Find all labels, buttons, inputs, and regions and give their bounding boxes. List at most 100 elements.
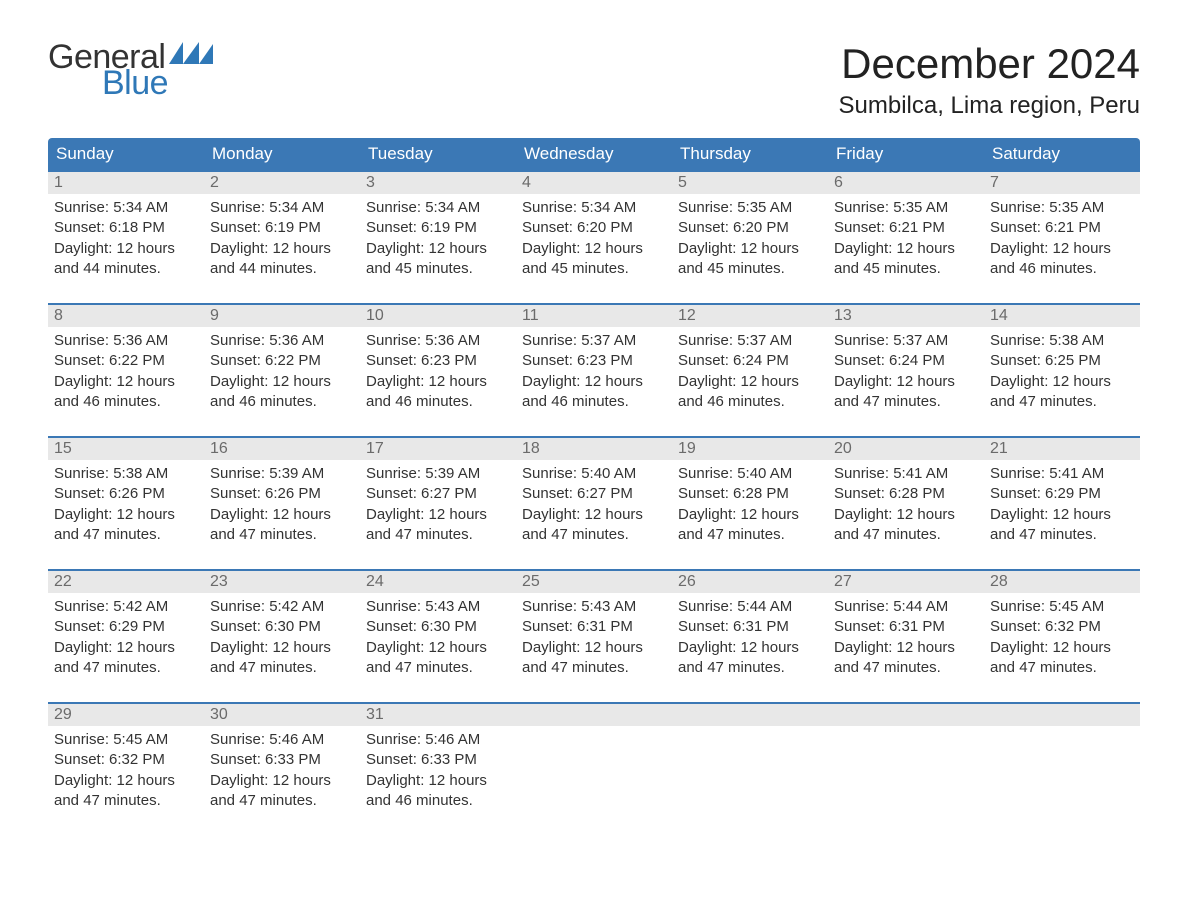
day-body: Sunrise: 5:35 AMSunset: 6:21 PMDaylight:… <box>828 194 984 303</box>
logo: General Blue <box>48 40 213 100</box>
day-number: 7 <box>984 172 1140 194</box>
logo-flag-icon <box>169 42 213 68</box>
daylight-line1: Daylight: 12 hours <box>210 239 354 259</box>
daylight-line2: and 47 minutes. <box>522 658 666 678</box>
calendar-day-cell: 28Sunrise: 5:45 AMSunset: 6:32 PMDayligh… <box>984 570 1140 703</box>
sunrise-text: Sunrise: 5:45 AM <box>990 597 1134 617</box>
sunset-text: Sunset: 6:30 PM <box>210 617 354 637</box>
location-text: Sumbilca, Lima region, Peru <box>839 92 1140 120</box>
month-title: December 2024 <box>839 40 1140 88</box>
daylight-line1: Daylight: 12 hours <box>54 239 198 259</box>
day-body-empty <box>984 726 1140 806</box>
weekday-header: Friday <box>828 138 984 171</box>
calendar-day-cell <box>828 703 984 835</box>
day-number: 28 <box>984 571 1140 593</box>
day-body: Sunrise: 5:40 AMSunset: 6:28 PMDaylight:… <box>672 460 828 569</box>
day-body: Sunrise: 5:45 AMSunset: 6:32 PMDaylight:… <box>984 593 1140 702</box>
calendar-week-row: 29Sunrise: 5:45 AMSunset: 6:32 PMDayligh… <box>48 703 1140 835</box>
sunrise-text: Sunrise: 5:34 AM <box>522 198 666 218</box>
weekday-header: Monday <box>204 138 360 171</box>
daylight-line2: and 46 minutes. <box>678 392 822 412</box>
calendar-day-cell: 12Sunrise: 5:37 AMSunset: 6:24 PMDayligh… <box>672 304 828 437</box>
day-number: 13 <box>828 305 984 327</box>
day-number: 3 <box>360 172 516 194</box>
sunrise-text: Sunrise: 5:40 AM <box>522 464 666 484</box>
calendar-week-row: 22Sunrise: 5:42 AMSunset: 6:29 PMDayligh… <box>48 570 1140 703</box>
day-number: 21 <box>984 438 1140 460</box>
weekday-header: Sunday <box>48 138 204 171</box>
day-number: 6 <box>828 172 984 194</box>
daylight-line2: and 44 minutes. <box>54 259 198 279</box>
day-body: Sunrise: 5:41 AMSunset: 6:29 PMDaylight:… <box>984 460 1140 569</box>
calendar-day-cell: 16Sunrise: 5:39 AMSunset: 6:26 PMDayligh… <box>204 437 360 570</box>
daylight-line1: Daylight: 12 hours <box>366 505 510 525</box>
day-body: Sunrise: 5:44 AMSunset: 6:31 PMDaylight:… <box>828 593 984 702</box>
sunset-text: Sunset: 6:32 PM <box>54 750 198 770</box>
sunset-text: Sunset: 6:22 PM <box>210 351 354 371</box>
day-body: Sunrise: 5:37 AMSunset: 6:24 PMDaylight:… <box>672 327 828 436</box>
daylight-line2: and 46 minutes. <box>366 791 510 811</box>
daylight-line2: and 47 minutes. <box>678 658 822 678</box>
daylight-line1: Daylight: 12 hours <box>522 505 666 525</box>
day-body: Sunrise: 5:39 AMSunset: 6:26 PMDaylight:… <box>204 460 360 569</box>
calendar-day-cell: 8Sunrise: 5:36 AMSunset: 6:22 PMDaylight… <box>48 304 204 437</box>
day-number-empty <box>672 704 828 726</box>
daylight-line1: Daylight: 12 hours <box>522 239 666 259</box>
day-body: Sunrise: 5:36 AMSunset: 6:23 PMDaylight:… <box>360 327 516 436</box>
daylight-line1: Daylight: 12 hours <box>990 372 1134 392</box>
day-body: Sunrise: 5:34 AMSunset: 6:18 PMDaylight:… <box>48 194 204 303</box>
day-body: Sunrise: 5:46 AMSunset: 6:33 PMDaylight:… <box>204 726 360 835</box>
logo-blue-text: Blue <box>102 66 213 100</box>
sunset-text: Sunset: 6:21 PM <box>834 218 978 238</box>
day-number: 17 <box>360 438 516 460</box>
daylight-line1: Daylight: 12 hours <box>834 638 978 658</box>
sunrise-text: Sunrise: 5:37 AM <box>834 331 978 351</box>
sunset-text: Sunset: 6:19 PM <box>366 218 510 238</box>
day-number: 26 <box>672 571 828 593</box>
day-number-empty <box>516 704 672 726</box>
daylight-line1: Daylight: 12 hours <box>210 505 354 525</box>
daylight-line1: Daylight: 12 hours <box>210 372 354 392</box>
daylight-line2: and 47 minutes. <box>834 392 978 412</box>
daylight-line2: and 47 minutes. <box>366 525 510 545</box>
title-block: December 2024 Sumbilca, Lima region, Per… <box>839 40 1140 120</box>
daylight-line2: and 46 minutes. <box>366 392 510 412</box>
day-number: 20 <box>828 438 984 460</box>
daylight-line1: Daylight: 12 hours <box>54 372 198 392</box>
day-number: 24 <box>360 571 516 593</box>
daylight-line2: and 47 minutes. <box>366 658 510 678</box>
day-number: 29 <box>48 704 204 726</box>
daylight-line1: Daylight: 12 hours <box>210 638 354 658</box>
daylight-line1: Daylight: 12 hours <box>990 505 1134 525</box>
day-number: 14 <box>984 305 1140 327</box>
day-body: Sunrise: 5:40 AMSunset: 6:27 PMDaylight:… <box>516 460 672 569</box>
daylight-line2: and 46 minutes. <box>54 392 198 412</box>
daylight-line1: Daylight: 12 hours <box>54 638 198 658</box>
calendar-day-cell: 5Sunrise: 5:35 AMSunset: 6:20 PMDaylight… <box>672 171 828 304</box>
day-body: Sunrise: 5:39 AMSunset: 6:27 PMDaylight:… <box>360 460 516 569</box>
day-number: 18 <box>516 438 672 460</box>
day-number: 10 <box>360 305 516 327</box>
day-number-empty <box>828 704 984 726</box>
sunrise-text: Sunrise: 5:40 AM <box>678 464 822 484</box>
sunset-text: Sunset: 6:26 PM <box>210 484 354 504</box>
day-number: 15 <box>48 438 204 460</box>
sunrise-text: Sunrise: 5:43 AM <box>366 597 510 617</box>
day-body: Sunrise: 5:34 AMSunset: 6:19 PMDaylight:… <box>204 194 360 303</box>
calendar-day-cell: 18Sunrise: 5:40 AMSunset: 6:27 PMDayligh… <box>516 437 672 570</box>
calendar-day-cell: 21Sunrise: 5:41 AMSunset: 6:29 PMDayligh… <box>984 437 1140 570</box>
daylight-line2: and 47 minutes. <box>990 658 1134 678</box>
day-body: Sunrise: 5:37 AMSunset: 6:24 PMDaylight:… <box>828 327 984 436</box>
sunrise-text: Sunrise: 5:35 AM <box>990 198 1134 218</box>
calendar-day-cell: 26Sunrise: 5:44 AMSunset: 6:31 PMDayligh… <box>672 570 828 703</box>
day-body: Sunrise: 5:44 AMSunset: 6:31 PMDaylight:… <box>672 593 828 702</box>
calendar-table: SundayMondayTuesdayWednesdayThursdayFrid… <box>48 138 1140 835</box>
sunrise-text: Sunrise: 5:37 AM <box>522 331 666 351</box>
sunrise-text: Sunrise: 5:44 AM <box>834 597 978 617</box>
daylight-line2: and 46 minutes. <box>990 259 1134 279</box>
sunrise-text: Sunrise: 5:36 AM <box>54 331 198 351</box>
calendar-day-cell: 15Sunrise: 5:38 AMSunset: 6:26 PMDayligh… <box>48 437 204 570</box>
sunset-text: Sunset: 6:28 PM <box>678 484 822 504</box>
daylight-line2: and 47 minutes. <box>210 658 354 678</box>
calendar-day-cell: 30Sunrise: 5:46 AMSunset: 6:33 PMDayligh… <box>204 703 360 835</box>
